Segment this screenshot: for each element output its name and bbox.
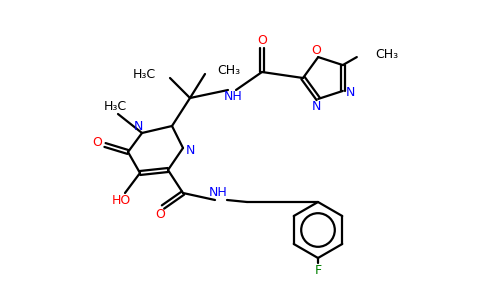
Text: O: O (311, 44, 321, 57)
Text: NH: NH (209, 187, 227, 200)
Text: N: N (185, 143, 195, 157)
Text: N: N (133, 121, 143, 134)
Text: O: O (92, 136, 102, 149)
Text: F: F (315, 263, 321, 277)
Text: HO: HO (111, 194, 131, 208)
Text: O: O (257, 34, 267, 46)
Text: NH: NH (224, 91, 242, 103)
Text: O: O (155, 208, 165, 221)
Text: CH₃: CH₃ (375, 48, 398, 61)
Text: N: N (312, 100, 321, 113)
Text: H₃C: H₃C (104, 100, 127, 112)
Text: N: N (346, 86, 355, 99)
Text: CH₃: CH₃ (217, 64, 240, 76)
Text: H₃C: H₃C (133, 68, 156, 80)
